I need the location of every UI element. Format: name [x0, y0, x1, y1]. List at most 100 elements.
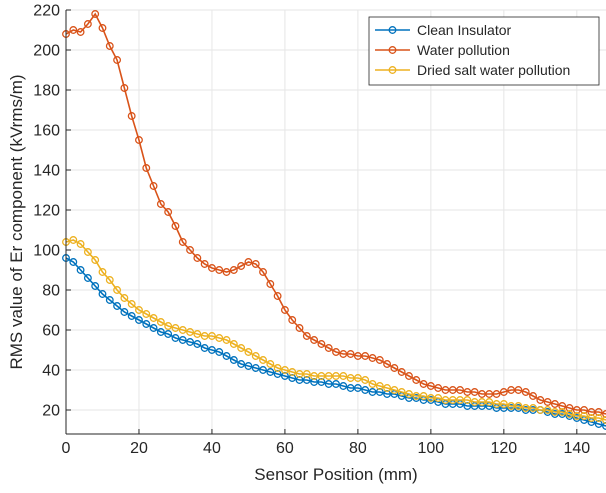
data-point	[215, 266, 224, 274]
data-point	[441, 396, 450, 404]
x-tick-label: 20	[130, 440, 148, 457]
data-point	[244, 348, 253, 356]
data-point	[405, 390, 413, 398]
data-point	[397, 388, 406, 396]
data-point	[463, 388, 472, 396]
data-point	[324, 380, 333, 388]
legend-entries: Clean Insulator Water pollution Dried salt…	[375, 22, 570, 78]
y-tick-label: 40	[42, 363, 60, 380]
data-point	[361, 376, 370, 384]
data-point	[91, 10, 100, 18]
data-point	[332, 348, 340, 356]
data-point	[521, 388, 530, 396]
data-point	[127, 112, 136, 120]
legend-entry: Clean Insulator	[375, 22, 512, 38]
data-point	[339, 382, 348, 390]
data-point	[229, 266, 238, 274]
data-point	[383, 360, 392, 368]
data-point	[127, 300, 136, 308]
x-tick-label: 60	[276, 440, 294, 457]
data-point	[346, 350, 355, 358]
data-point	[76, 28, 85, 36]
x-tick-label: 140	[563, 440, 590, 457]
data-point	[193, 330, 202, 338]
data-point	[346, 374, 355, 382]
data-point	[98, 290, 107, 298]
data-point	[412, 392, 421, 400]
data-point	[215, 334, 224, 342]
data-point	[171, 324, 180, 332]
legend: Clean Insulator Water pollution Dried salt…	[368, 16, 600, 86]
data-point	[492, 390, 501, 398]
y-tick-label: 120	[33, 203, 60, 220]
legend-label: Dried salt water pollution	[417, 62, 570, 78]
data-point	[368, 388, 377, 396]
tick-layer: 0 20 40 60 80 100 120 140 20 40 60 80 100 120 140 160 18…	[33, 3, 590, 458]
data-point	[69, 236, 78, 244]
data-point	[317, 340, 326, 348]
data-point	[135, 316, 143, 324]
data-point	[478, 398, 486, 406]
data-point	[149, 182, 158, 190]
legend-marker	[388, 66, 397, 74]
data-point	[565, 410, 574, 418]
data-point	[207, 332, 216, 340]
data-point	[499, 400, 508, 408]
data-point	[186, 338, 194, 346]
series-water-pollution	[62, 10, 606, 418]
data-point	[594, 414, 603, 422]
data-point	[135, 306, 143, 314]
data-point	[164, 330, 173, 338]
data-point	[98, 24, 107, 32]
data-point	[602, 422, 606, 430]
data-point	[514, 386, 523, 394]
data-point	[456, 386, 464, 394]
data-point	[156, 318, 165, 326]
data-point	[375, 382, 384, 390]
data-point	[237, 262, 246, 270]
data-point	[200, 332, 209, 340]
data-point	[76, 240, 85, 248]
data-point	[266, 360, 275, 368]
data-point	[412, 376, 421, 384]
data-point	[368, 380, 377, 388]
data-point	[149, 324, 158, 332]
data-point	[178, 336, 187, 344]
data-point	[171, 334, 180, 342]
data-point	[339, 372, 348, 380]
data-point	[156, 328, 165, 336]
data-point	[251, 260, 260, 268]
data-point	[587, 414, 596, 422]
data-point	[470, 388, 479, 396]
data-point	[426, 382, 435, 390]
data-point	[105, 42, 114, 50]
data-point	[441, 386, 450, 394]
data-point	[266, 368, 275, 376]
data-point	[485, 398, 494, 406]
data-point	[288, 368, 297, 376]
data-point	[280, 366, 289, 374]
data-point	[222, 336, 231, 344]
data-point	[113, 302, 122, 310]
data-point	[448, 386, 457, 394]
data-point	[346, 384, 355, 392]
data-point	[419, 380, 428, 388]
data-point	[543, 406, 552, 414]
data-point	[339, 350, 348, 358]
data-point	[251, 352, 260, 360]
data-point	[485, 390, 494, 398]
data-point	[164, 208, 173, 216]
data-point	[280, 306, 289, 314]
data-point	[543, 398, 552, 406]
data-point	[120, 84, 129, 92]
data-point	[193, 340, 202, 348]
data-point	[521, 404, 530, 412]
data-point	[207, 346, 216, 354]
x-tick-label: 80	[349, 440, 367, 457]
data-point	[302, 370, 311, 378]
y-tick-label: 100	[33, 243, 60, 260]
x-tick-label: 100	[418, 440, 445, 457]
data-point	[529, 404, 537, 412]
data-point	[310, 336, 319, 344]
x-tick-label: 0	[62, 440, 71, 457]
